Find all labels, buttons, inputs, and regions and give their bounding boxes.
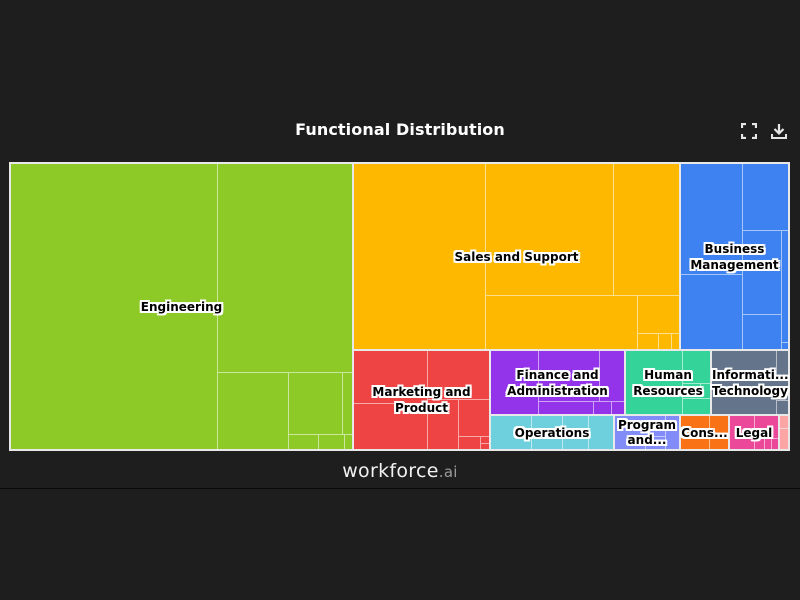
treemap-subcell [742, 164, 788, 230]
chart-title: Functional Distribution [295, 120, 505, 139]
treemap-subcell [780, 428, 788, 438]
treemap-cell-information-technology[interactable]: Informati... Technology [712, 351, 789, 414]
treemap-subcell [611, 401, 624, 414]
treemap-subcell [776, 351, 788, 381]
treemap-subcell [217, 164, 352, 372]
treemap-subcell [458, 436, 480, 449]
treemap-subcell [682, 398, 710, 414]
treemap-subcell [671, 333, 679, 349]
treemap-cell-finance-and-administration[interactable]: Finance and Administration [491, 351, 624, 414]
treemap-subcell [480, 443, 489, 449]
treemap-subcell [344, 434, 352, 449]
treemap-subcell [217, 372, 288, 449]
treemap-subcell [637, 333, 658, 349]
treemap-subcell [531, 416, 562, 449]
treemap-subcell [776, 400, 788, 414]
treemap-subcell [742, 314, 781, 349]
treemap-cell-other[interactable] [780, 416, 788, 449]
treemap-subcell [665, 416, 679, 449]
treemap-subcell [593, 401, 611, 414]
treemap-subcell [288, 434, 318, 449]
treemap-subcell [754, 438, 764, 449]
treemap-cell-program[interactable]: Program and... [615, 416, 679, 449]
treemap-cell-engineering[interactable]: Engineering [11, 164, 352, 449]
treemap-subcell [538, 351, 599, 401]
divider [0, 488, 800, 489]
treemap-subcell [562, 416, 588, 449]
treemap-subcell [599, 351, 624, 401]
treemap-cell-business-management[interactable]: Business Management [681, 164, 788, 349]
brand-logo: workforce.ai [0, 460, 800, 482]
treemap-subcell [771, 438, 778, 449]
treemap-cell-marketing-and-product[interactable]: Marketing and Product [354, 351, 489, 449]
download-button[interactable] [770, 122, 788, 140]
treemap-subcell [682, 383, 700, 398]
fullscreen-icon [741, 123, 757, 139]
treemap-subcell [700, 383, 710, 391]
treemap-subcell [318, 434, 344, 449]
treemap-subcell [485, 164, 613, 295]
treemap-cell-human-resources[interactable]: Human Resources [626, 351, 710, 414]
chart-toolbar [740, 122, 788, 140]
treemap-cell-sales-and-support[interactable]: Sales and Support [354, 164, 679, 349]
brand-name: workforce [342, 460, 439, 482]
treemap-subcell [754, 416, 778, 438]
treemap-subcell [709, 416, 728, 449]
treemap-subcell [427, 399, 458, 449]
treemap-subcell [764, 438, 771, 449]
treemap-subcell [485, 295, 637, 349]
treemap-subcell [354, 403, 427, 449]
treemap-subcell [658, 333, 671, 349]
brand-tld: .ai [438, 463, 458, 481]
treemap-subcell [645, 436, 665, 449]
treemap-subcell [742, 230, 781, 314]
treemap-cell-consulting[interactable]: Cons... [681, 416, 728, 449]
treemap-subcell [342, 372, 352, 434]
treemap-cell-legal[interactable]: Legal [730, 416, 778, 449]
treemap-subcell [288, 372, 342, 434]
treemap-subcell [781, 342, 788, 349]
treemap-subcell [538, 401, 593, 414]
treemap-subcell [781, 230, 788, 342]
treemap: Engineering Sales and Support Business M… [9, 162, 790, 451]
treemap-subcell [588, 416, 613, 449]
treemap-subcell [613, 164, 679, 295]
download-icon [771, 124, 787, 139]
treemap-subcell [681, 274, 742, 349]
treemap-subcell [637, 295, 679, 333]
treemap-cell-operations[interactable]: Operations [491, 416, 613, 449]
treemap-subcell [427, 351, 489, 399]
treemap-subcell [480, 436, 489, 443]
fullscreen-button[interactable] [740, 122, 758, 140]
treemap-subcell [682, 351, 710, 383]
treemap-subcell [458, 399, 489, 436]
